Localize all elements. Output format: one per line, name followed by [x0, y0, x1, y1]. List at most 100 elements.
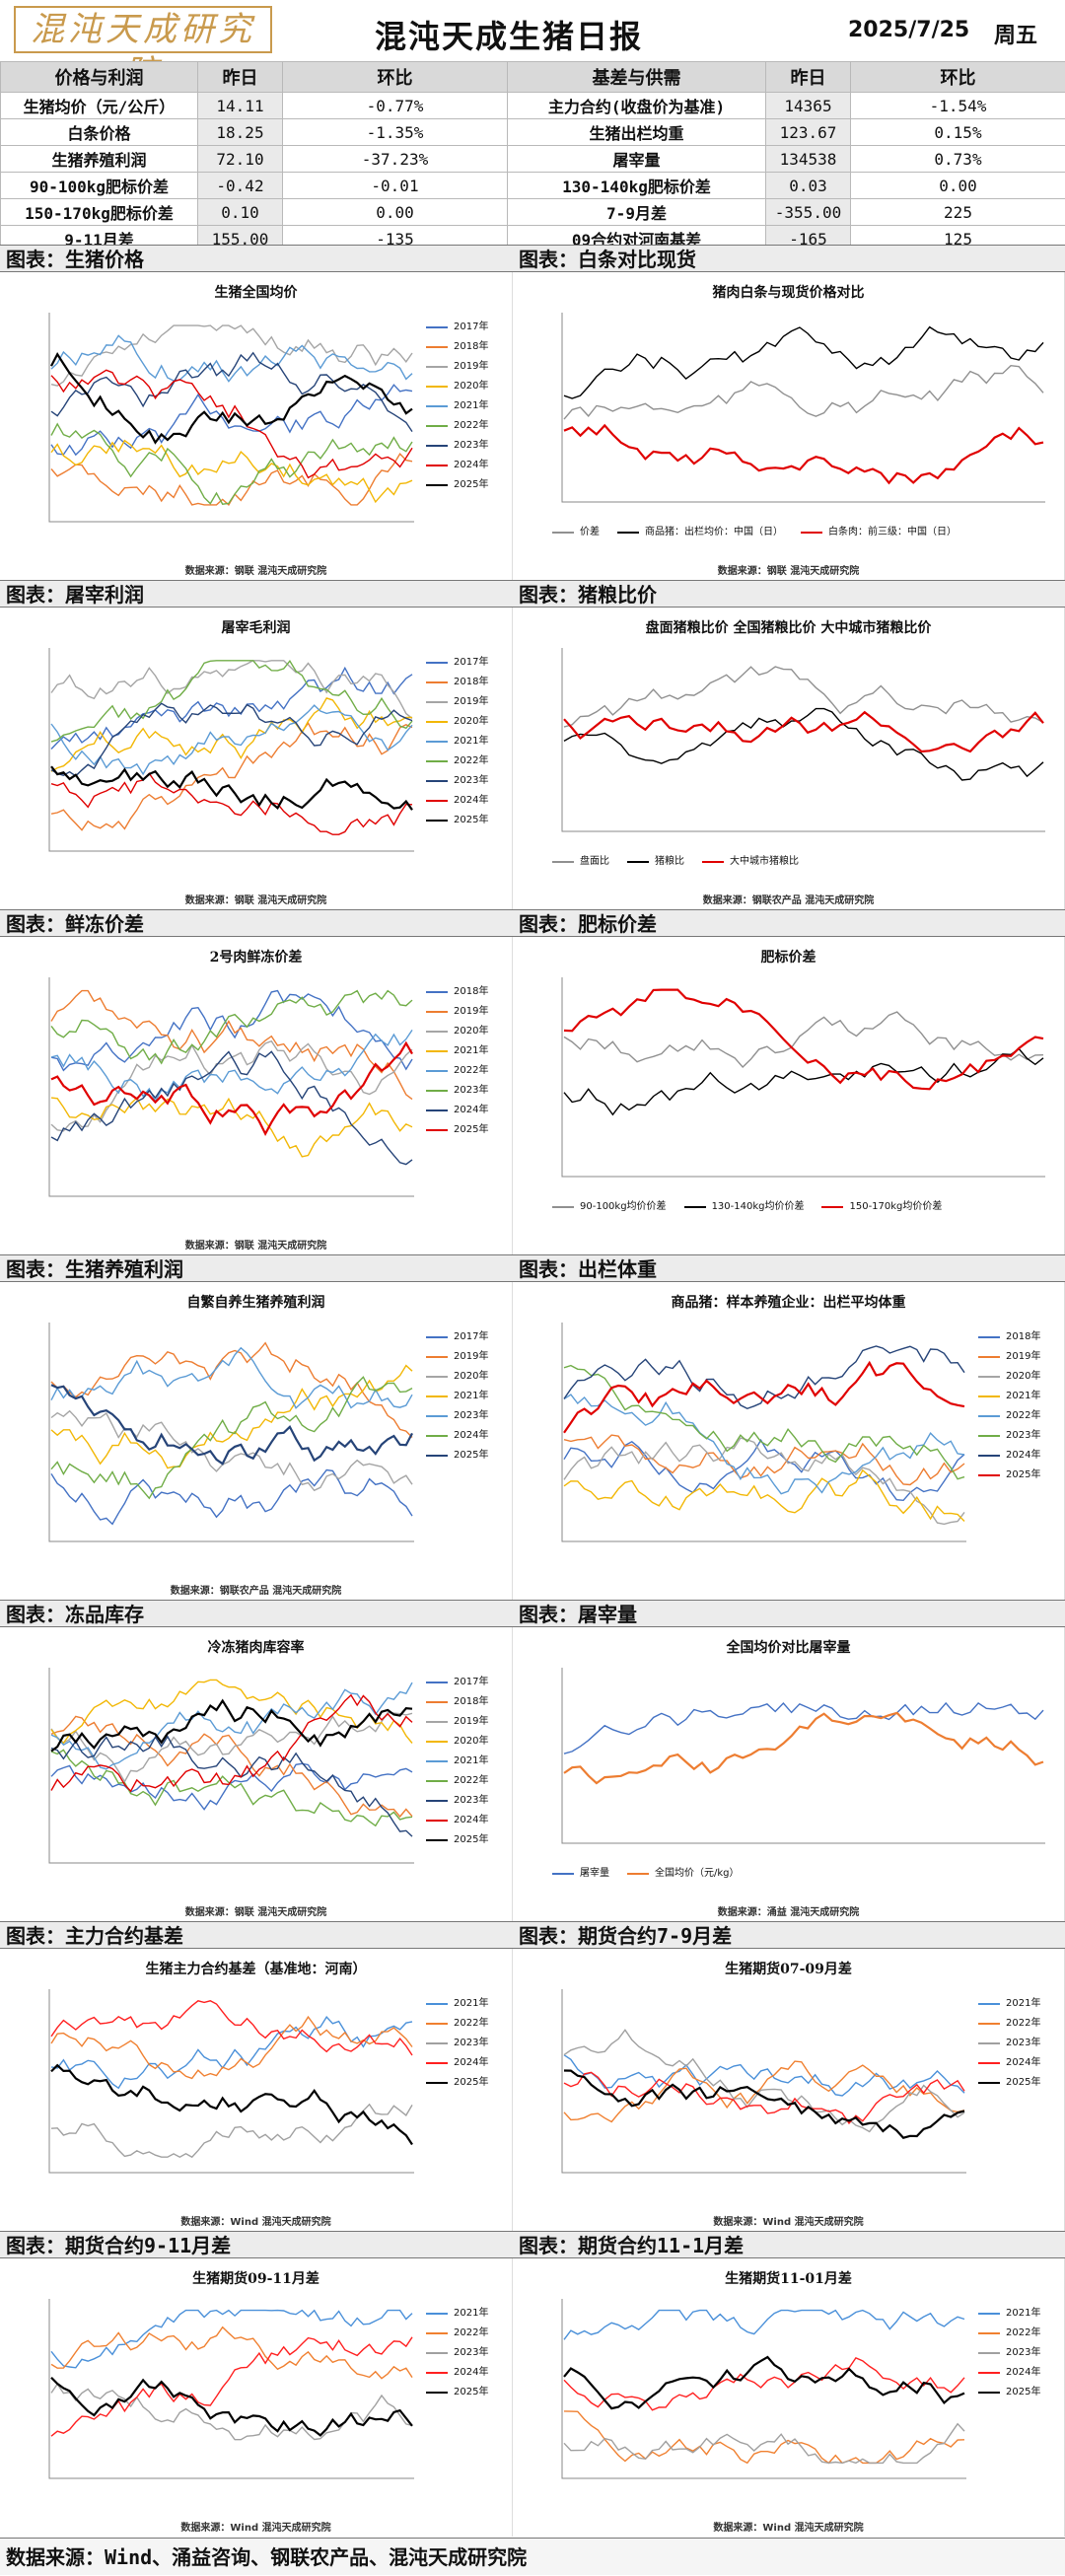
legend-swatch [426, 1356, 448, 1358]
legend-swatch [426, 484, 448, 486]
series-line [51, 1750, 412, 1825]
legend-swatch [552, 1206, 574, 1208]
legend-swatch [426, 1336, 448, 1338]
legend-label: 2019年 [1006, 1347, 1040, 1367]
legend-label: 2022年 [454, 1061, 488, 1081]
legend-swatch [426, 2003, 448, 2005]
legend-label: 2025年 [454, 475, 488, 495]
legend-label: 2024年 [454, 2363, 488, 2383]
legend-label: 猪粮比 [655, 852, 684, 872]
legend-label: 130-140kg均价价差 [712, 1197, 805, 1217]
legend-item: 2020年 [426, 712, 488, 732]
plot-canvas [552, 1663, 1055, 1858]
legend-item: 2021年 [426, 1387, 488, 1406]
header-cell: 环比 [283, 62, 508, 93]
legend-item: 2023年 [426, 2034, 488, 2053]
legend-item: 2023年 [426, 1081, 488, 1101]
legend-swatch [426, 445, 448, 447]
legend-swatch [426, 1070, 448, 1072]
legend-label: 商品猪：出栏均价：中国（日） [645, 523, 783, 542]
header-cell: 价格与利润 [1, 62, 198, 93]
legend-swatch [978, 1455, 1000, 1457]
legend-item: 2025年 [426, 1830, 488, 1850]
legend-label: 全国均价（元/kg） [655, 1864, 740, 1884]
row-value: 0.03 [766, 173, 851, 199]
legend-item: 2019年 [426, 1712, 488, 1732]
chart-section: 图表：白条对比现货猪肉白条与现货价格对比价差商品猪：出栏均价：中国（日）白条肉：… [513, 245, 1065, 580]
series-line [564, 2424, 964, 2464]
plot-canvas [552, 308, 1055, 517]
plot-axis [562, 648, 1045, 831]
series-line [51, 2017, 412, 2088]
legend-swatch [426, 326, 448, 328]
legend-item: 2017年 [426, 1327, 488, 1347]
legend-item: 2025年 [426, 475, 488, 495]
legend-item: 2021年 [978, 2304, 1040, 2324]
legend-item: 屠宰量 [552, 1864, 609, 1884]
legend-swatch [426, 2062, 448, 2064]
legend-item: 2023年 [978, 2034, 1040, 2053]
row-value: 134538 [766, 146, 851, 173]
chart-title: 生猪期货11-01月差 [513, 2268, 1064, 2288]
legend-item: 白条肉：前三级：中国（日） [801, 523, 957, 542]
row-value: 0.73% [851, 146, 1065, 173]
row-value: -1.35% [283, 119, 508, 146]
legend-item: 2023年 [426, 771, 488, 791]
section-title: 图表：期货合约11-1月差 [513, 2231, 1065, 2258]
legend-swatch [684, 1206, 706, 1208]
legend-swatch [426, 1839, 448, 1841]
chart-title: 屠宰毛利润 [0, 617, 512, 637]
row-value: 0.00 [851, 173, 1065, 199]
legend-swatch [426, 465, 448, 466]
legend-item: 2025年 [426, 1446, 488, 1466]
legend-item: 2023年 [426, 2343, 488, 2363]
plot-canvas [39, 2294, 424, 2493]
legend-label: 2019年 [454, 692, 488, 712]
legend-swatch [552, 532, 574, 534]
legend-swatch [978, 1474, 1000, 1476]
legend-label: 屠宰量 [580, 1864, 609, 1884]
legend-label: 2017年 [454, 653, 488, 673]
legend-label: 2021年 [454, 732, 488, 751]
chart-title: 生猪全国均价 [0, 282, 512, 302]
series-line [564, 2311, 964, 2340]
legend-label: 2017年 [454, 1673, 488, 1692]
report-date: 2025/7/25 [848, 18, 969, 42]
legend-label: 2023年 [1006, 2034, 1040, 2053]
legend-item: 2024年 [426, 2053, 488, 2073]
row-value: -0.77% [283, 93, 508, 119]
section-title: 图表：生猪养殖利润 [0, 1254, 513, 1282]
legend-label: 2023年 [454, 2034, 488, 2053]
legend-label: 2022年 [454, 2014, 488, 2034]
legend-item: 2018年 [426, 673, 488, 692]
legend-label: 2022年 [1006, 2014, 1040, 2034]
legend-swatch [426, 2042, 448, 2044]
series-line [564, 1366, 964, 1479]
section-title: 图表：鲜冻价差 [0, 909, 513, 937]
section-title: 图表：期货合约7-9月差 [513, 1921, 1065, 1949]
legend-label: 2025年 [454, 2073, 488, 2093]
legend-item: 2021年 [426, 2304, 488, 2324]
chart-area: 全国均价对比屠宰量屠宰量全国均价（元/kg）数据来源：涌益 混沌天成研究院 [513, 1627, 1065, 1921]
legend-item: 盘面比 [552, 852, 609, 872]
legend-item: 2020年 [426, 1732, 488, 1752]
legend-item: 2020年 [426, 1022, 488, 1041]
section-title: 图表：生猪价格 [0, 245, 513, 272]
legend-item: 130-140kg均价价差 [684, 1197, 805, 1217]
legend-item: 2024年 [426, 1426, 488, 1446]
legend-item: 2017年 [426, 318, 488, 337]
legend-swatch [426, 2313, 448, 2315]
series-line [51, 2017, 412, 2078]
row-value: -37.23% [283, 146, 508, 173]
legend-label: 2020年 [1006, 1367, 1040, 1387]
legend-label: 2021年 [454, 2304, 488, 2324]
legend-label: 2018年 [454, 1692, 488, 1712]
legend-item: 2019年 [426, 692, 488, 712]
legend-label: 2024年 [454, 1811, 488, 1830]
